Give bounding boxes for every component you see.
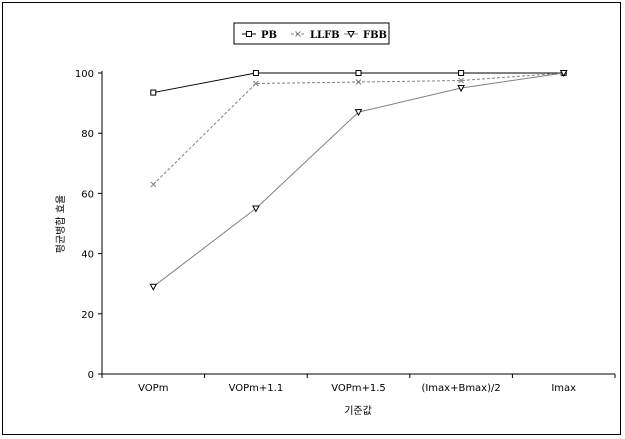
x-tick-label: (Imax+Bmax)/2: [421, 383, 500, 394]
y-tick-label: 80: [81, 129, 94, 140]
legend-box: [233, 22, 390, 45]
legend-item-llfb: LLFB: [291, 30, 340, 41]
x-tick-label: Imax: [551, 383, 576, 394]
y-tick-label: 100: [75, 69, 94, 80]
data-point-triangle: [559, 70, 568, 78]
legend: PB LLFB FBB: [233, 22, 390, 45]
data-point-square: [252, 70, 259, 76]
data-point-triangle: [149, 283, 158, 291]
legend-label: LLFB: [310, 30, 340, 41]
y-tick-label: 0: [88, 370, 94, 381]
x-tick-label: VOPm: [138, 383, 168, 394]
data-point-square: [458, 70, 465, 76]
series-llfb: [150, 70, 567, 188]
chart-frame: [2, 2, 621, 435]
series-pb: [150, 70, 567, 96]
data-point-triangle: [347, 31, 355, 39]
x-axis-title: 기준값: [344, 405, 372, 417]
data-point-square: [246, 31, 252, 37]
y-tick-label: 20: [81, 310, 94, 321]
data-point-square: [355, 70, 362, 76]
y-tick-label: 40: [81, 250, 94, 261]
data-point-triangle: [252, 205, 260, 213]
y-tick-label: 60: [81, 189, 94, 200]
data-point-x: [355, 79, 362, 85]
data-point-triangle: [457, 85, 465, 93]
data-point-triangle: [354, 109, 363, 117]
series-line: [152, 72, 564, 288]
y-axis-title: 평균병합 효율: [55, 195, 67, 253]
series-fbb: [149, 70, 568, 291]
data-point-x: [458, 77, 464, 84]
series-layer: [149, 70, 568, 291]
legend-label: FBB: [363, 30, 387, 41]
data-point-x: [295, 31, 301, 37]
series-line: [152, 72, 564, 185]
legend-label: PB: [261, 30, 277, 41]
x-tick-label: VOPm+1.1: [229, 383, 284, 394]
axes: 0 20 40 60 80 100 VOPm VOPm+1.1 VOPm+1.5 (Imax+Bm…: [75, 69, 616, 394]
data-point-square: [150, 89, 157, 96]
data-point-x: [253, 80, 259, 87]
legend-item-fbb: FBB: [344, 30, 387, 41]
x-tick-label: VOPm+1.5: [331, 383, 386, 394]
data-point-x: [150, 181, 157, 188]
legend-item-pb: PB: [242, 30, 277, 41]
